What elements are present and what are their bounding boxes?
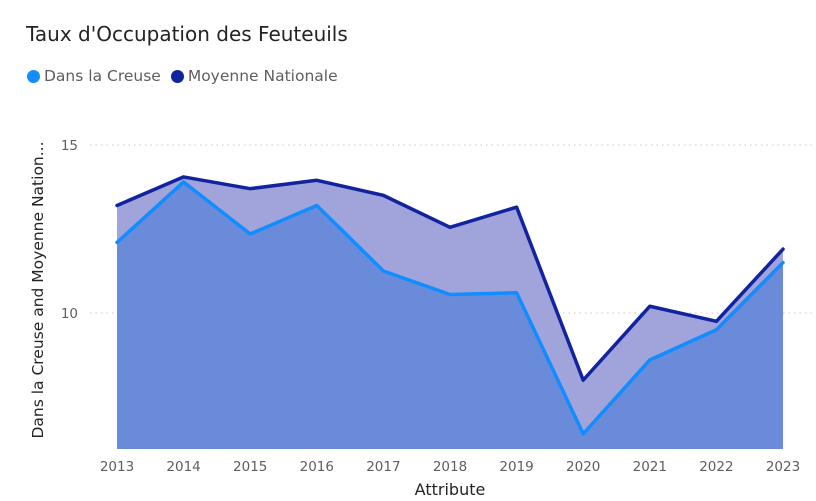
point-national-2021 <box>648 304 652 308</box>
y-tick-label-10: 10 <box>61 306 78 322</box>
legend-label-national: Moyenne Nationale <box>187 67 338 85</box>
point-creuse-2017 <box>381 269 385 273</box>
point-creuse-2018 <box>448 292 452 296</box>
point-creuse-2013 <box>115 240 119 244</box>
y-tick-label-15: 15 <box>61 138 78 154</box>
x-tick-label-2013: 2013 <box>100 459 134 475</box>
chart-title: Taux d'Occupation des Feuteuils <box>26 22 348 46</box>
x-tick-label-2014: 2014 <box>166 459 200 475</box>
x-tick-label-2021: 2021 <box>633 459 667 475</box>
x-axis-label: Attribute <box>414 480 486 499</box>
line-dans-la-creuse <box>115 180 785 436</box>
point-creuse-2016 <box>315 203 319 207</box>
point-creuse-2014 <box>182 180 186 184</box>
point-national-2017 <box>381 193 385 197</box>
point-creuse-2020 <box>581 432 585 436</box>
point-national-2019 <box>515 205 519 209</box>
legend-label-creuse: Dans la Creuse <box>44 67 161 85</box>
point-national-2013 <box>115 203 119 207</box>
point-national-2018 <box>448 225 452 229</box>
point-national-2014 <box>182 175 186 179</box>
point-creuse-2022 <box>714 328 718 332</box>
point-national-2022 <box>714 319 718 323</box>
legend-item-national[interactable]: Moyenne Nationale <box>170 67 338 85</box>
point-national-2016 <box>315 178 319 182</box>
line-moyenne-nationale <box>115 175 785 382</box>
x-tick-label-2020: 2020 <box>566 459 600 475</box>
point-national-2015 <box>248 187 252 191</box>
legend-item-creuse[interactable]: Dans la Creuse <box>27 67 161 85</box>
x-tick-label-2015: 2015 <box>233 459 267 475</box>
legend-marker-national <box>170 69 184 83</box>
point-national-2020 <box>581 378 585 382</box>
point-creuse-2021 <box>648 358 652 362</box>
point-national-2023 <box>781 247 785 251</box>
area-dans-la-creuse <box>117 181 783 450</box>
x-tick-label-2019: 2019 <box>499 459 533 475</box>
x-tick-label-2022: 2022 <box>699 459 733 475</box>
x-tick-label-2017: 2017 <box>366 459 400 475</box>
legend: Dans la Creuse Moyenne Nationale <box>27 67 348 85</box>
legend-marker-creuse <box>27 69 40 83</box>
point-creuse-2019 <box>515 291 519 295</box>
x-tick-label-2018: 2018 <box>433 459 467 475</box>
point-creuse-2015 <box>248 232 252 236</box>
x-tick-label-2023: 2023 <box>766 459 800 475</box>
point-creuse-2023 <box>781 261 785 265</box>
x-tick-label-2016: 2016 <box>300 459 334 475</box>
